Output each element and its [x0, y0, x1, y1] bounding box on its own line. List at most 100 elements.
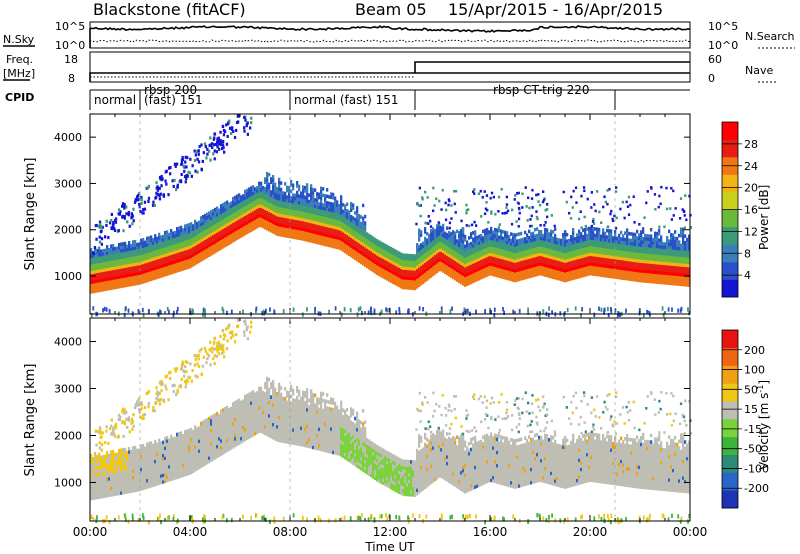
power-cell: [414, 270, 417, 274]
power-cell: [402, 263, 405, 267]
power-cell: [508, 277, 511, 281]
power-cell: [592, 249, 595, 254]
power-cell: [628, 274, 631, 278]
power-cell: [332, 222, 335, 226]
power-cell: [500, 249, 503, 253]
power-cell: [298, 217, 301, 221]
power-cell: [626, 241, 629, 245]
power-cell: [162, 247, 165, 252]
power-scatter: [658, 225, 661, 229]
power-cell: [640, 230, 643, 234]
power-cell: [176, 246, 179, 250]
power-cell: [660, 277, 663, 281]
power-cell: [246, 198, 249, 202]
power-cell: [356, 248, 359, 252]
power-cell: [300, 214, 303, 218]
power-streak: [182, 164, 185, 168]
power-scatter: [490, 212, 493, 215]
power-cell: [308, 229, 311, 233]
power-scatter: [681, 208, 684, 211]
power-scatter: [517, 225, 520, 228]
power-cell: [238, 206, 241, 210]
power-cell: [672, 233, 675, 237]
power-cell: [454, 260, 457, 265]
power-cell: [348, 252, 351, 256]
power-cell: [286, 234, 289, 238]
power-cell: [476, 235, 479, 240]
power-streak: [181, 155, 184, 159]
power-cell: [586, 250, 589, 254]
power-cell: [440, 238, 443, 243]
power-cell: [210, 242, 213, 247]
power-cell: [508, 264, 511, 268]
power-cell: [670, 262, 673, 266]
power-cell: [660, 274, 663, 278]
power-scatter: [421, 196, 424, 199]
power-cell: [216, 245, 219, 249]
power-cell: [548, 232, 551, 236]
power-cell: [640, 236, 643, 241]
power-cell: [166, 246, 169, 250]
power-cell: [468, 252, 471, 256]
power-cell: [432, 250, 435, 254]
power-cell: [646, 263, 649, 267]
power-cell: [440, 254, 443, 259]
power-cell: [632, 261, 635, 266]
power-cell: [544, 240, 547, 245]
power-scatter: [481, 196, 484, 199]
power-cell: [166, 259, 169, 263]
power-cell: [438, 222, 441, 227]
power-cell: [474, 272, 477, 276]
power-cell: [598, 263, 601, 267]
power-cell: [518, 268, 521, 272]
power-streak: [179, 179, 182, 183]
power-cell: [642, 240, 645, 244]
power-cell: [128, 260, 131, 264]
power-cell: [216, 222, 219, 227]
power-cell: [470, 267, 473, 272]
power-cell: [152, 247, 155, 252]
power-cell: [572, 273, 575, 277]
power-cell: [136, 252, 139, 256]
power-cell: [152, 267, 155, 271]
power-cell: [634, 245, 637, 250]
power-cell: [492, 266, 495, 270]
power-cell: [376, 261, 379, 266]
power-cell: [532, 231, 535, 236]
power-cell: [688, 263, 691, 268]
power-cell: [572, 240, 575, 245]
power-streak: [156, 188, 160, 192]
power-cell: [198, 223, 201, 228]
power-cell: [610, 248, 613, 253]
power-cell: [292, 196, 295, 200]
power-cell: [312, 220, 315, 224]
power-cell: [472, 270, 475, 274]
power-cell: [650, 244, 653, 248]
power-cell: [246, 195, 249, 199]
power-cell: [334, 206, 337, 210]
power-cell: [660, 245, 663, 249]
power-cell: [622, 240, 625, 245]
power-cell: [120, 245, 123, 250]
power-cell: [688, 247, 691, 252]
power-cell: [350, 253, 353, 258]
power-speckle: [340, 312, 343, 317]
power-cell: [342, 232, 345, 236]
power-cell: [462, 253, 465, 257]
power-cell: [648, 247, 651, 251]
power-cell: [654, 254, 657, 258]
power-cell: [186, 259, 189, 263]
power-cell: [634, 236, 637, 240]
power-cell: [296, 200, 299, 204]
power-cell: [484, 235, 487, 239]
power-cell: [554, 250, 557, 254]
power-cell: [262, 218, 265, 222]
power-streak: [218, 147, 221, 151]
power-cell: [254, 203, 257, 207]
power-cell: [192, 224, 195, 228]
power-cell: [126, 283, 129, 287]
power-cell: [584, 263, 587, 267]
power-cell: [328, 224, 331, 228]
power-cell: [342, 225, 345, 230]
power-cell: [452, 243, 455, 247]
